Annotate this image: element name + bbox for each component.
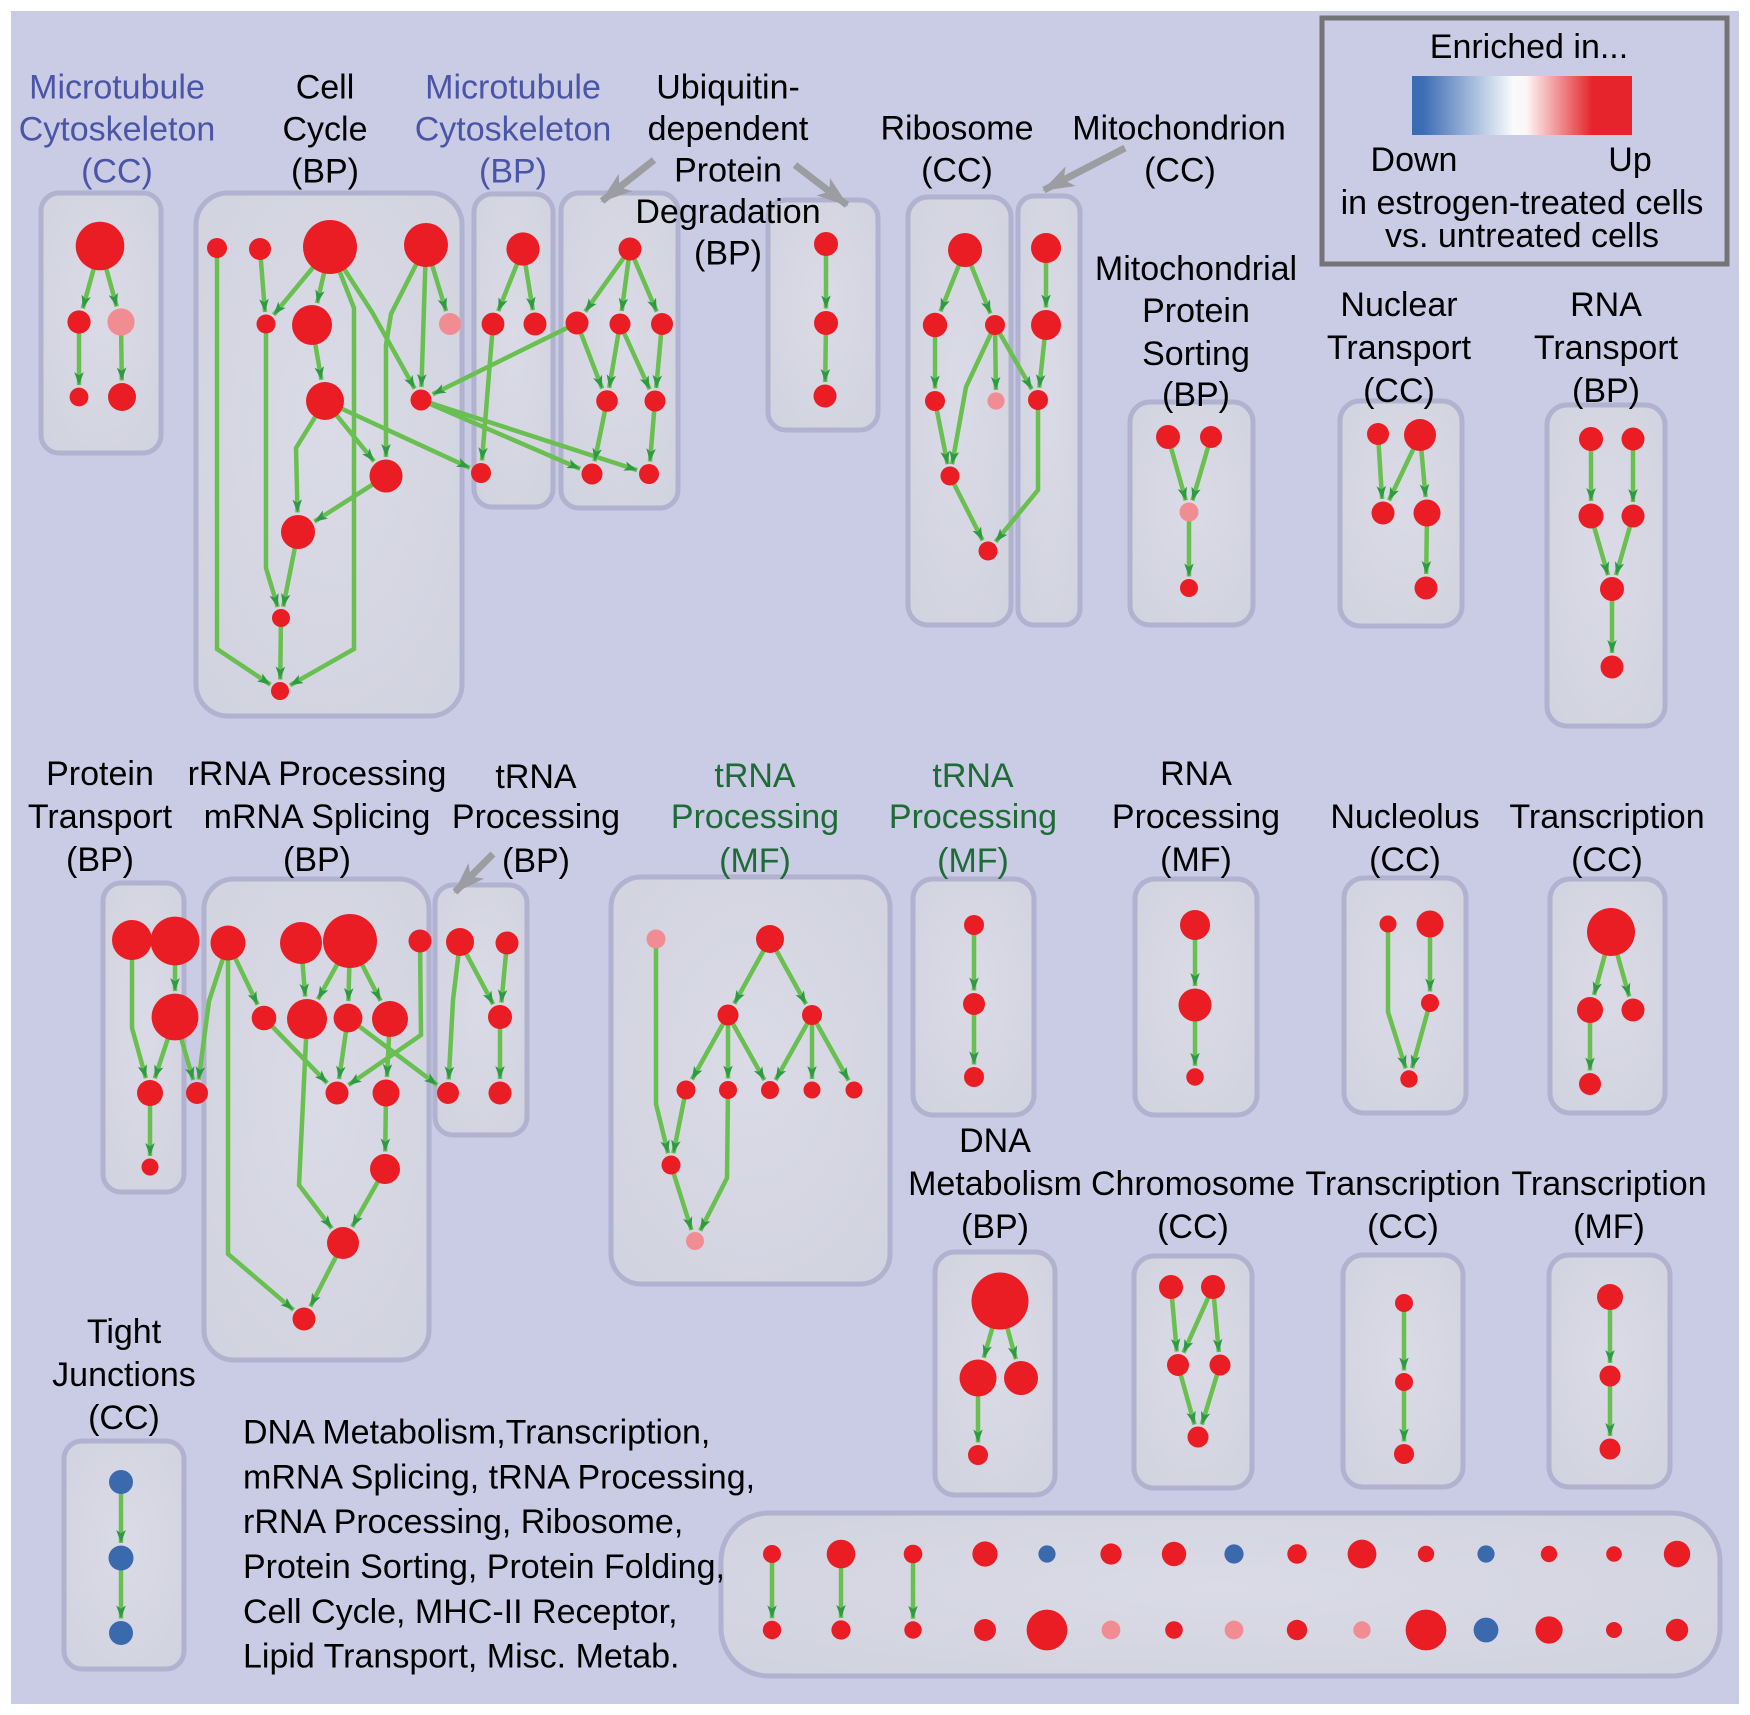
svg-text:Protein Sorting, Protein Foldi: Protein Sorting, Protein Folding, bbox=[243, 1548, 725, 1586]
svg-text:tRNA: tRNA bbox=[495, 758, 577, 796]
svg-text:Ribosome: Ribosome bbox=[880, 110, 1033, 148]
svg-text:(CC): (CC) bbox=[1363, 372, 1435, 410]
svg-text:rRNA Processing: rRNA Processing bbox=[188, 755, 447, 793]
svg-text:(CC): (CC) bbox=[1144, 152, 1216, 190]
svg-text:RNA: RNA bbox=[1160, 755, 1232, 793]
svg-text:(CC): (CC) bbox=[1157, 1208, 1229, 1246]
svg-text:Lipid Transport, Misc. Metab.: Lipid Transport, Misc. Metab. bbox=[243, 1638, 680, 1676]
svg-text:mRNA Splicing: mRNA Splicing bbox=[204, 798, 431, 836]
svg-text:Transport: Transport bbox=[1327, 329, 1472, 367]
svg-text:(BP): (BP) bbox=[1162, 376, 1230, 414]
svg-text:Microtubule: Microtubule bbox=[425, 69, 601, 107]
svg-text:DNA: DNA bbox=[959, 1122, 1031, 1160]
svg-text:(CC): (CC) bbox=[81, 153, 153, 191]
svg-text:(MF): (MF) bbox=[719, 842, 791, 880]
svg-text:(BP): (BP) bbox=[1572, 372, 1640, 410]
svg-text:(CC): (CC) bbox=[1369, 841, 1441, 879]
svg-text:Cytoskeleton: Cytoskeleton bbox=[19, 111, 216, 149]
svg-text:Processing: Processing bbox=[889, 798, 1057, 836]
svg-text:tRNA: tRNA bbox=[932, 757, 1014, 795]
svg-text:Microtubule: Microtubule bbox=[29, 69, 205, 107]
svg-text:(BP): (BP) bbox=[291, 153, 359, 191]
svg-text:Mitochondrion: Mitochondrion bbox=[1072, 110, 1286, 148]
svg-text:(BP): (BP) bbox=[66, 841, 134, 879]
svg-text:in estrogen-treated cells: in estrogen-treated cells bbox=[1341, 184, 1704, 222]
svg-text:Cell: Cell bbox=[296, 69, 355, 107]
svg-text:(BP): (BP) bbox=[283, 841, 351, 879]
svg-text:Tight: Tight bbox=[87, 1313, 162, 1351]
svg-text:Processing: Processing bbox=[452, 798, 620, 836]
svg-text:Transport: Transport bbox=[28, 798, 173, 836]
svg-text:Degradation: Degradation bbox=[635, 193, 820, 231]
svg-text:mRNA Splicing, tRNA Processing: mRNA Splicing, tRNA Processing, bbox=[243, 1458, 755, 1496]
svg-text:Nucleolus: Nucleolus bbox=[1330, 798, 1479, 836]
svg-text:Transcription: Transcription bbox=[1305, 1165, 1500, 1203]
svg-text:RNA: RNA bbox=[1570, 286, 1642, 324]
svg-text:DNA Metabolism,Transcription,: DNA Metabolism,Transcription, bbox=[243, 1414, 710, 1452]
svg-text:Transport: Transport bbox=[1534, 329, 1679, 367]
svg-text:Mitochondrial: Mitochondrial bbox=[1095, 250, 1297, 288]
svg-text:(CC): (CC) bbox=[1367, 1208, 1439, 1246]
svg-text:Chromosome: Chromosome bbox=[1091, 1165, 1295, 1203]
svg-text:Processing: Processing bbox=[671, 798, 839, 836]
svg-text:(BP): (BP) bbox=[694, 235, 762, 273]
svg-text:(CC): (CC) bbox=[1571, 841, 1643, 879]
svg-text:Protein: Protein bbox=[46, 755, 154, 793]
svg-text:Transcription: Transcription bbox=[1509, 798, 1704, 836]
svg-text:(BP): (BP) bbox=[502, 842, 570, 880]
svg-text:(CC): (CC) bbox=[921, 152, 993, 190]
svg-text:Cycle: Cycle bbox=[282, 111, 367, 149]
svg-text:Nuclear: Nuclear bbox=[1340, 286, 1457, 324]
svg-text:(MF): (MF) bbox=[1160, 841, 1232, 879]
svg-text:(BP): (BP) bbox=[479, 153, 547, 191]
svg-text:Junctions: Junctions bbox=[52, 1356, 196, 1394]
svg-text:Cell Cycle, MHC-II Receptor,: Cell Cycle, MHC-II Receptor, bbox=[243, 1593, 678, 1631]
svg-text:Protein: Protein bbox=[674, 152, 782, 190]
svg-text:(CC): (CC) bbox=[88, 1399, 160, 1437]
svg-text:dependent: dependent bbox=[648, 110, 809, 148]
svg-text:Processing: Processing bbox=[1112, 798, 1280, 836]
svg-text:(MF): (MF) bbox=[937, 842, 1009, 880]
svg-text:Metabolism: Metabolism bbox=[908, 1165, 1082, 1203]
svg-text:vs. untreated cells: vs. untreated cells bbox=[1385, 217, 1659, 255]
svg-text:Up: Up bbox=[1608, 141, 1651, 179]
svg-text:(BP): (BP) bbox=[961, 1208, 1029, 1246]
svg-text:Down: Down bbox=[1371, 141, 1458, 179]
svg-text:Cytoskeleton: Cytoskeleton bbox=[415, 111, 612, 149]
svg-text:Sorting: Sorting bbox=[1142, 335, 1250, 373]
svg-text:Protein: Protein bbox=[1142, 292, 1250, 330]
svg-text:(MF): (MF) bbox=[1573, 1208, 1645, 1246]
svg-text:tRNA: tRNA bbox=[714, 757, 796, 795]
svg-text:Enriched in...: Enriched in... bbox=[1430, 28, 1628, 66]
svg-text:Ubiquitin-: Ubiquitin- bbox=[656, 69, 800, 107]
svg-text:Transcription: Transcription bbox=[1511, 1165, 1706, 1203]
svg-text:rRNA Processing, Ribosome,: rRNA Processing, Ribosome, bbox=[243, 1503, 683, 1541]
